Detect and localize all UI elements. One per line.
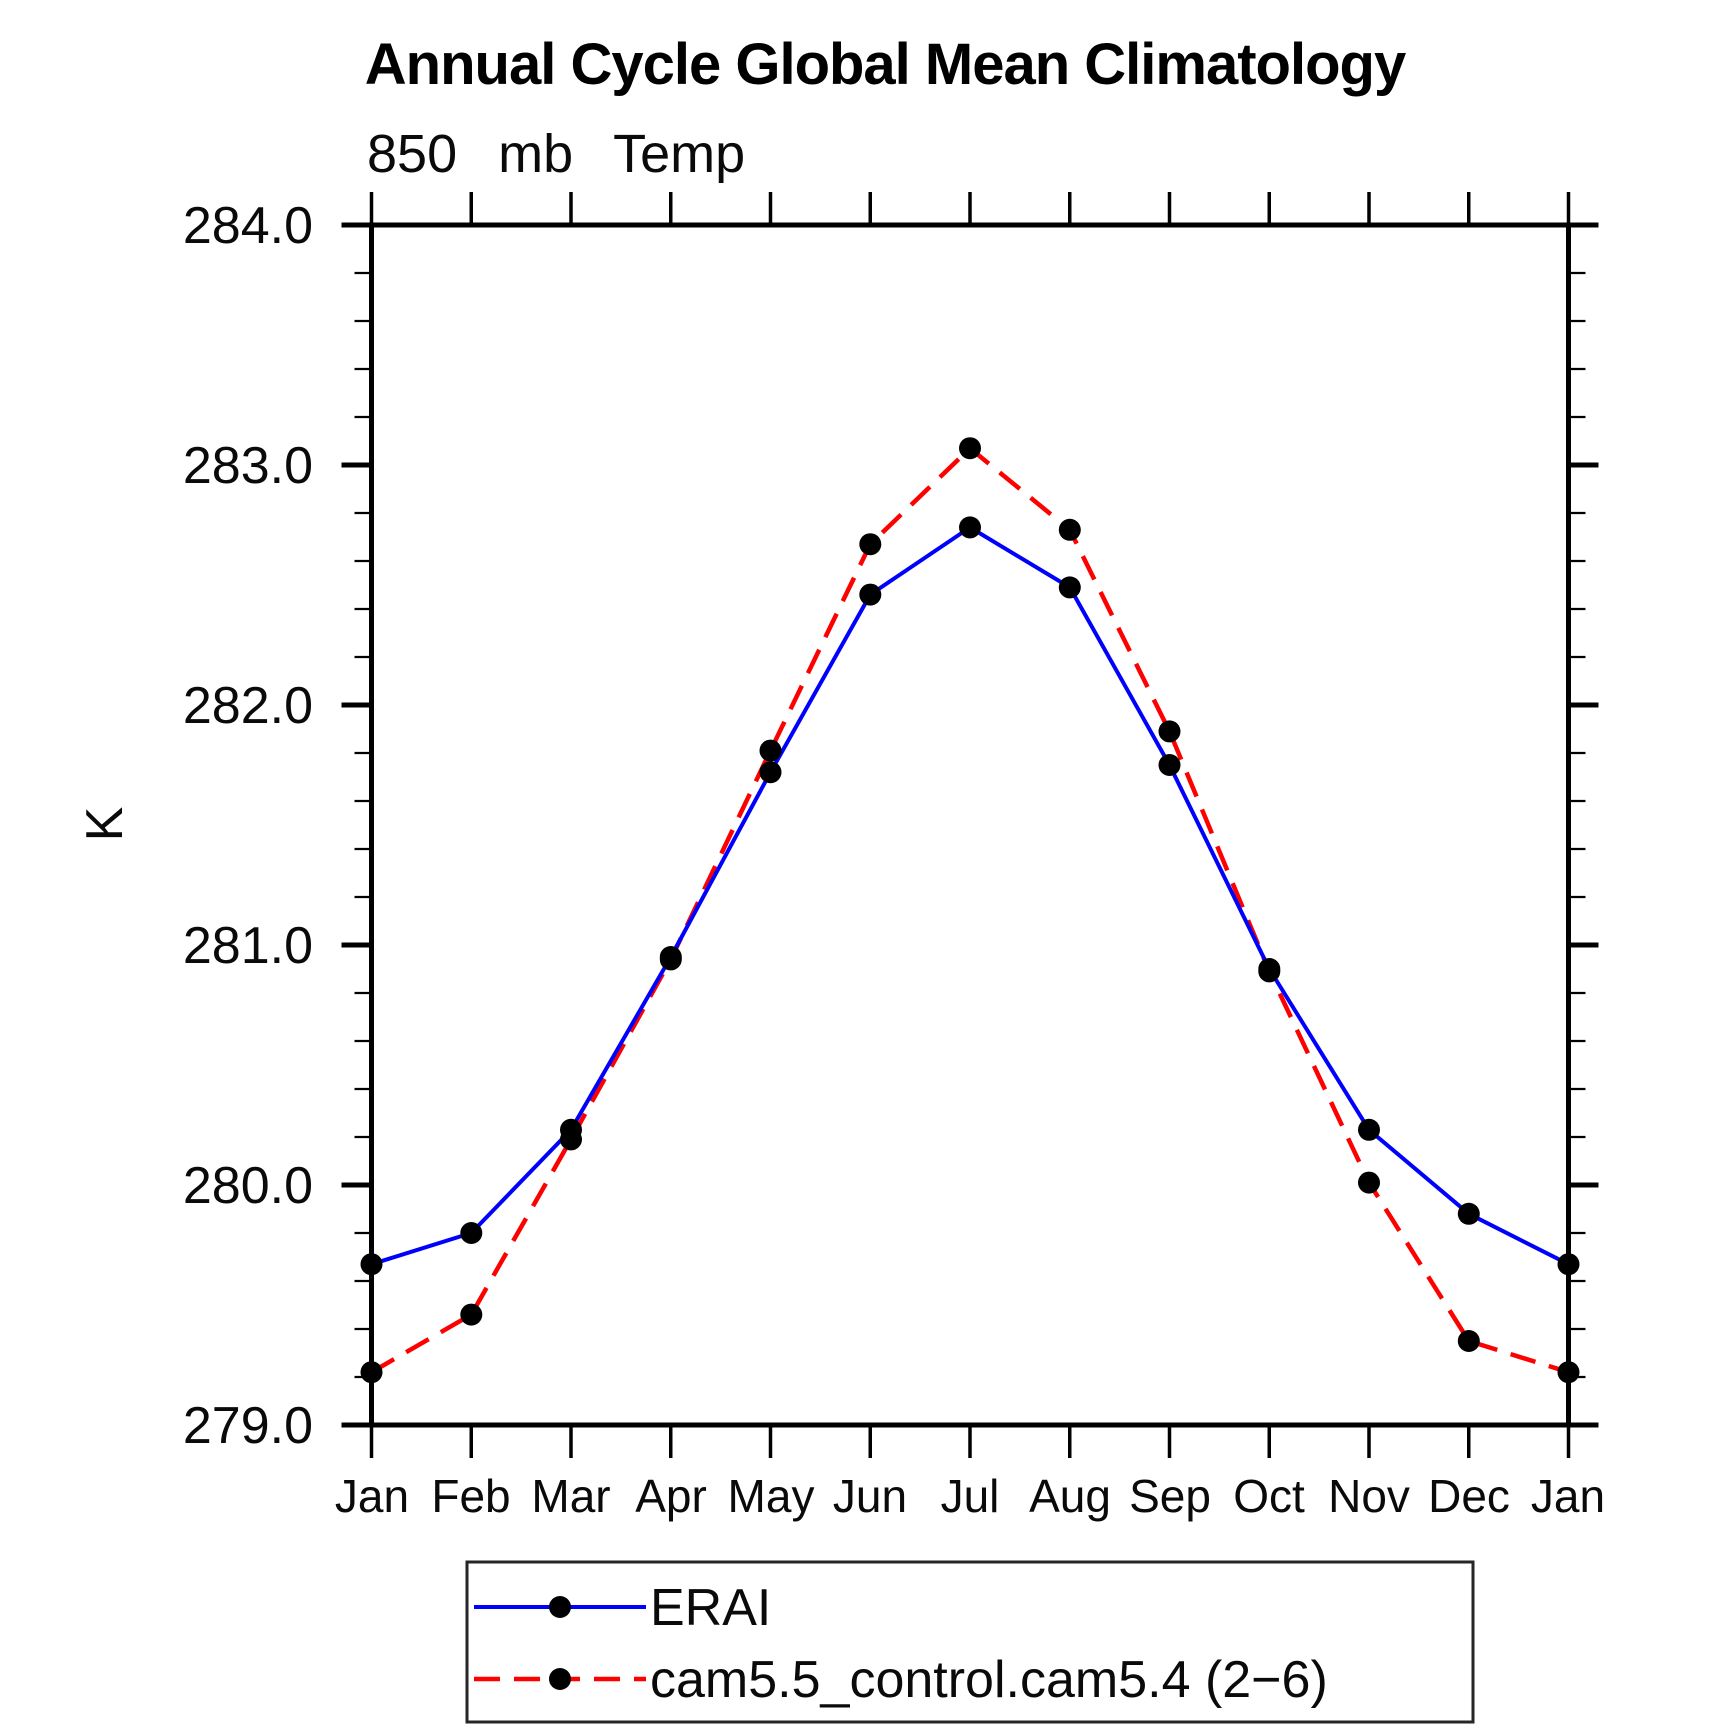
- data-point-marker: [460, 1303, 483, 1326]
- y-tick-label: 281.0: [183, 917, 313, 975]
- x-tick-label: Jul: [941, 1470, 1000, 1522]
- data-point-marker: [1158, 720, 1181, 743]
- x-tick-label: Sep: [1129, 1470, 1211, 1522]
- data-point-marker: [1158, 754, 1181, 776]
- data-point-marker: [560, 1118, 582, 1141]
- chart-subtitle: 850 mb Temp: [367, 124, 745, 184]
- data-point-marker: [959, 516, 981, 539]
- y-tick-label: 279.0: [183, 1397, 313, 1455]
- data-point-marker: [659, 946, 682, 968]
- x-tick-label: Jun: [833, 1470, 907, 1522]
- x-tick-label: Oct: [1233, 1470, 1305, 1522]
- y-tick-label: 283.0: [183, 437, 313, 495]
- data-point-marker: [1457, 1202, 1480, 1225]
- data-point-marker: [1358, 1118, 1380, 1141]
- data-point-marker: [1058, 518, 1081, 541]
- data-series: [360, 437, 1580, 1384]
- legend-label-cam: cam5.5_control.cam5.4 (2−6): [650, 1651, 1328, 1709]
- data-point-marker: [1557, 1253, 1580, 1276]
- data-point-marker: [859, 583, 882, 606]
- data-point-marker: [1058, 576, 1081, 599]
- data-point-marker: [1258, 958, 1281, 980]
- series-line-erai: [370, 525, 1570, 1267]
- x-tick-label: Nov: [1328, 1470, 1410, 1522]
- legend-marker-erai: [549, 1596, 571, 1618]
- chart-title: Annual Cycle Global Mean Climatology: [365, 32, 1406, 97]
- data-point-marker: [859, 533, 882, 556]
- data-point-marker: [759, 739, 782, 762]
- data-point-marker: [1358, 1171, 1380, 1194]
- data-point-marker: [360, 1361, 383, 1384]
- series-line-cam: [370, 445, 1570, 1375]
- data-point-marker: [959, 437, 981, 460]
- x-tick-label: Feb: [431, 1470, 510, 1522]
- x-tick-label: Dec: [1428, 1470, 1510, 1522]
- y-axis-title: K: [76, 806, 134, 841]
- y-axis-tick-labels: 284.0 283.0 282.0 281.0 280.0 279.0: [183, 197, 313, 1455]
- legend-marker-cam: [549, 1668, 571, 1690]
- legend-label-erai: ERAI: [650, 1579, 771, 1637]
- x-tick-label: Jan: [1531, 1470, 1605, 1522]
- y-tick-label: 282.0: [183, 677, 313, 735]
- x-tick-label: Apr: [635, 1470, 707, 1522]
- data-point-marker: [759, 761, 782, 784]
- axis-frame: [369, 222, 1571, 1428]
- data-point-marker: [1557, 1361, 1580, 1384]
- x-tick-label: Mar: [531, 1470, 610, 1522]
- data-point-marker: [360, 1253, 383, 1276]
- x-tick-label: Aug: [1029, 1470, 1111, 1522]
- x-tick-label: May: [728, 1470, 815, 1522]
- legend: ERAI cam5.5_control.cam5.4 (2−6): [465, 1560, 1475, 1724]
- data-point-marker: [460, 1222, 483, 1244]
- plot-frame: [369, 222, 1571, 1428]
- legend-box: [465, 1560, 1475, 1724]
- x-axis-tick-labels: Jan Feb Mar Apr May Jun Jul Aug Sep Oct …: [335, 1470, 1605, 1522]
- y-tick-label: 284.0: [183, 197, 313, 255]
- x-tick-label: Jan: [335, 1470, 409, 1522]
- axis-ticks: [341, 192, 1599, 1458]
- y-tick-label: 280.0: [183, 1157, 313, 1215]
- data-point-marker: [1457, 1330, 1480, 1352]
